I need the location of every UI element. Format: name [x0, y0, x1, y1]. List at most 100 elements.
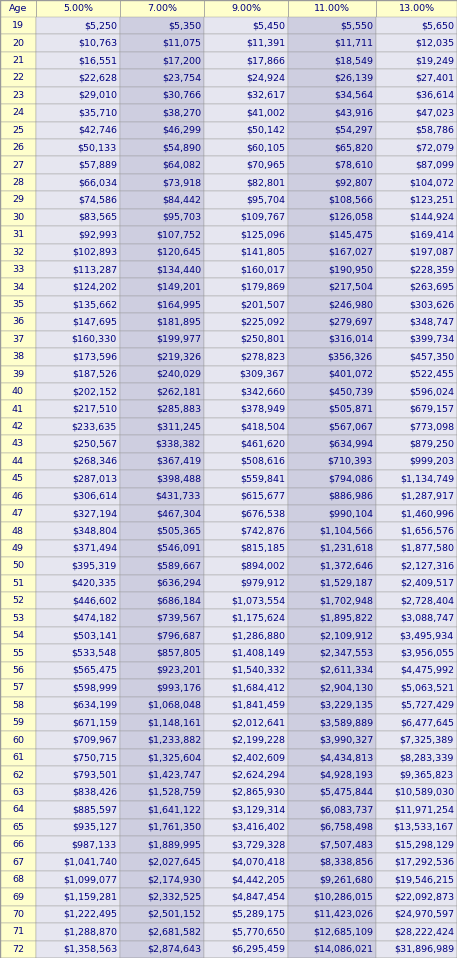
- Bar: [204, 801, 288, 818]
- Bar: [120, 122, 204, 139]
- Text: $92,807: $92,807: [334, 178, 373, 187]
- Text: 28: 28: [12, 178, 24, 187]
- Bar: [120, 575, 204, 592]
- Bar: [120, 87, 204, 104]
- Text: $546,091: $546,091: [156, 544, 201, 553]
- Bar: [288, 575, 376, 592]
- Bar: [36, 679, 120, 696]
- Text: $3,416,402: $3,416,402: [231, 823, 285, 832]
- Bar: [288, 348, 376, 366]
- Text: 36: 36: [12, 317, 24, 327]
- Bar: [376, 924, 457, 941]
- Text: $401,072: $401,072: [328, 370, 373, 378]
- Bar: [120, 400, 204, 418]
- Bar: [376, 400, 457, 418]
- Text: $262,181: $262,181: [156, 387, 201, 397]
- Text: $1,877,580: $1,877,580: [400, 544, 454, 553]
- Text: 52: 52: [12, 596, 24, 605]
- Text: 27: 27: [12, 161, 24, 170]
- Text: 48: 48: [12, 527, 24, 536]
- Bar: [288, 192, 376, 209]
- Bar: [0, 766, 36, 784]
- Bar: [0, 924, 36, 941]
- Text: $999,203: $999,203: [409, 457, 454, 466]
- Text: $225,092: $225,092: [240, 317, 285, 327]
- Text: $311,245: $311,245: [156, 422, 201, 431]
- Bar: [120, 261, 204, 279]
- Bar: [376, 17, 457, 34]
- Text: $993,176: $993,176: [156, 683, 201, 693]
- Bar: [376, 435, 457, 452]
- Text: $3,495,934: $3,495,934: [400, 631, 454, 640]
- Text: $815,185: $815,185: [240, 544, 285, 553]
- Text: 38: 38: [12, 353, 24, 361]
- Bar: [204, 714, 288, 732]
- Text: $19,546,215: $19,546,215: [394, 875, 454, 884]
- Text: $263,695: $263,695: [409, 283, 454, 291]
- Text: $9,261,680: $9,261,680: [319, 875, 373, 884]
- Text: $54,297: $54,297: [334, 125, 373, 135]
- Text: 39: 39: [12, 370, 24, 378]
- Bar: [0, 418, 36, 435]
- Text: $773,098: $773,098: [409, 422, 454, 431]
- Text: $1,372,646: $1,372,646: [319, 561, 373, 570]
- Bar: [120, 836, 204, 854]
- Bar: [120, 488, 204, 505]
- Bar: [0, 69, 36, 87]
- Text: $1,099,077: $1,099,077: [63, 875, 117, 884]
- Text: $11,711: $11,711: [334, 38, 373, 48]
- Bar: [36, 139, 120, 156]
- Bar: [288, 435, 376, 452]
- Text: $42,746: $42,746: [78, 125, 117, 135]
- Text: $2,409,517: $2,409,517: [400, 579, 454, 588]
- Bar: [204, 888, 288, 905]
- Bar: [288, 905, 376, 924]
- Bar: [36, 34, 120, 52]
- Text: $636,294: $636,294: [156, 579, 201, 588]
- Text: $796,687: $796,687: [156, 631, 201, 640]
- Bar: [204, 749, 288, 766]
- Bar: [120, 801, 204, 818]
- Text: $1,358,563: $1,358,563: [63, 945, 117, 954]
- Text: $4,442,205: $4,442,205: [231, 875, 285, 884]
- Bar: [204, 17, 288, 34]
- Bar: [376, 313, 457, 331]
- Bar: [376, 418, 457, 435]
- Text: 21: 21: [12, 57, 24, 65]
- Bar: [288, 331, 376, 348]
- Bar: [36, 836, 120, 854]
- Bar: [204, 400, 288, 418]
- Text: 62: 62: [12, 770, 24, 780]
- Text: $522,455: $522,455: [409, 370, 454, 378]
- Bar: [120, 52, 204, 69]
- Text: $309,367: $309,367: [240, 370, 285, 378]
- Bar: [204, 854, 288, 871]
- Text: $109,767: $109,767: [240, 213, 285, 222]
- Text: $615,677: $615,677: [240, 491, 285, 501]
- Bar: [376, 505, 457, 522]
- Bar: [120, 192, 204, 209]
- Text: $1,159,281: $1,159,281: [63, 893, 117, 901]
- Text: $147,695: $147,695: [72, 317, 117, 327]
- Bar: [376, 662, 457, 679]
- Text: $3,088,747: $3,088,747: [400, 614, 454, 623]
- Bar: [0, 122, 36, 139]
- Text: $219,326: $219,326: [156, 353, 201, 361]
- Text: $10,589,030: $10,589,030: [394, 787, 454, 797]
- Text: $2,127,316: $2,127,316: [400, 561, 454, 570]
- Bar: [288, 52, 376, 69]
- Text: 31: 31: [12, 230, 24, 240]
- Bar: [376, 173, 457, 192]
- Text: $1,068,048: $1,068,048: [147, 701, 201, 710]
- Text: 58: 58: [12, 701, 24, 710]
- Text: $1,073,554: $1,073,554: [231, 596, 285, 605]
- Bar: [0, 243, 36, 261]
- Text: 20: 20: [12, 38, 24, 48]
- Text: $15,298,129: $15,298,129: [394, 840, 454, 849]
- Bar: [376, 609, 457, 627]
- Text: $1,104,566: $1,104,566: [319, 527, 373, 536]
- Bar: [36, 854, 120, 871]
- Bar: [288, 87, 376, 104]
- Text: $134,440: $134,440: [156, 265, 201, 274]
- Text: $240,029: $240,029: [156, 370, 201, 378]
